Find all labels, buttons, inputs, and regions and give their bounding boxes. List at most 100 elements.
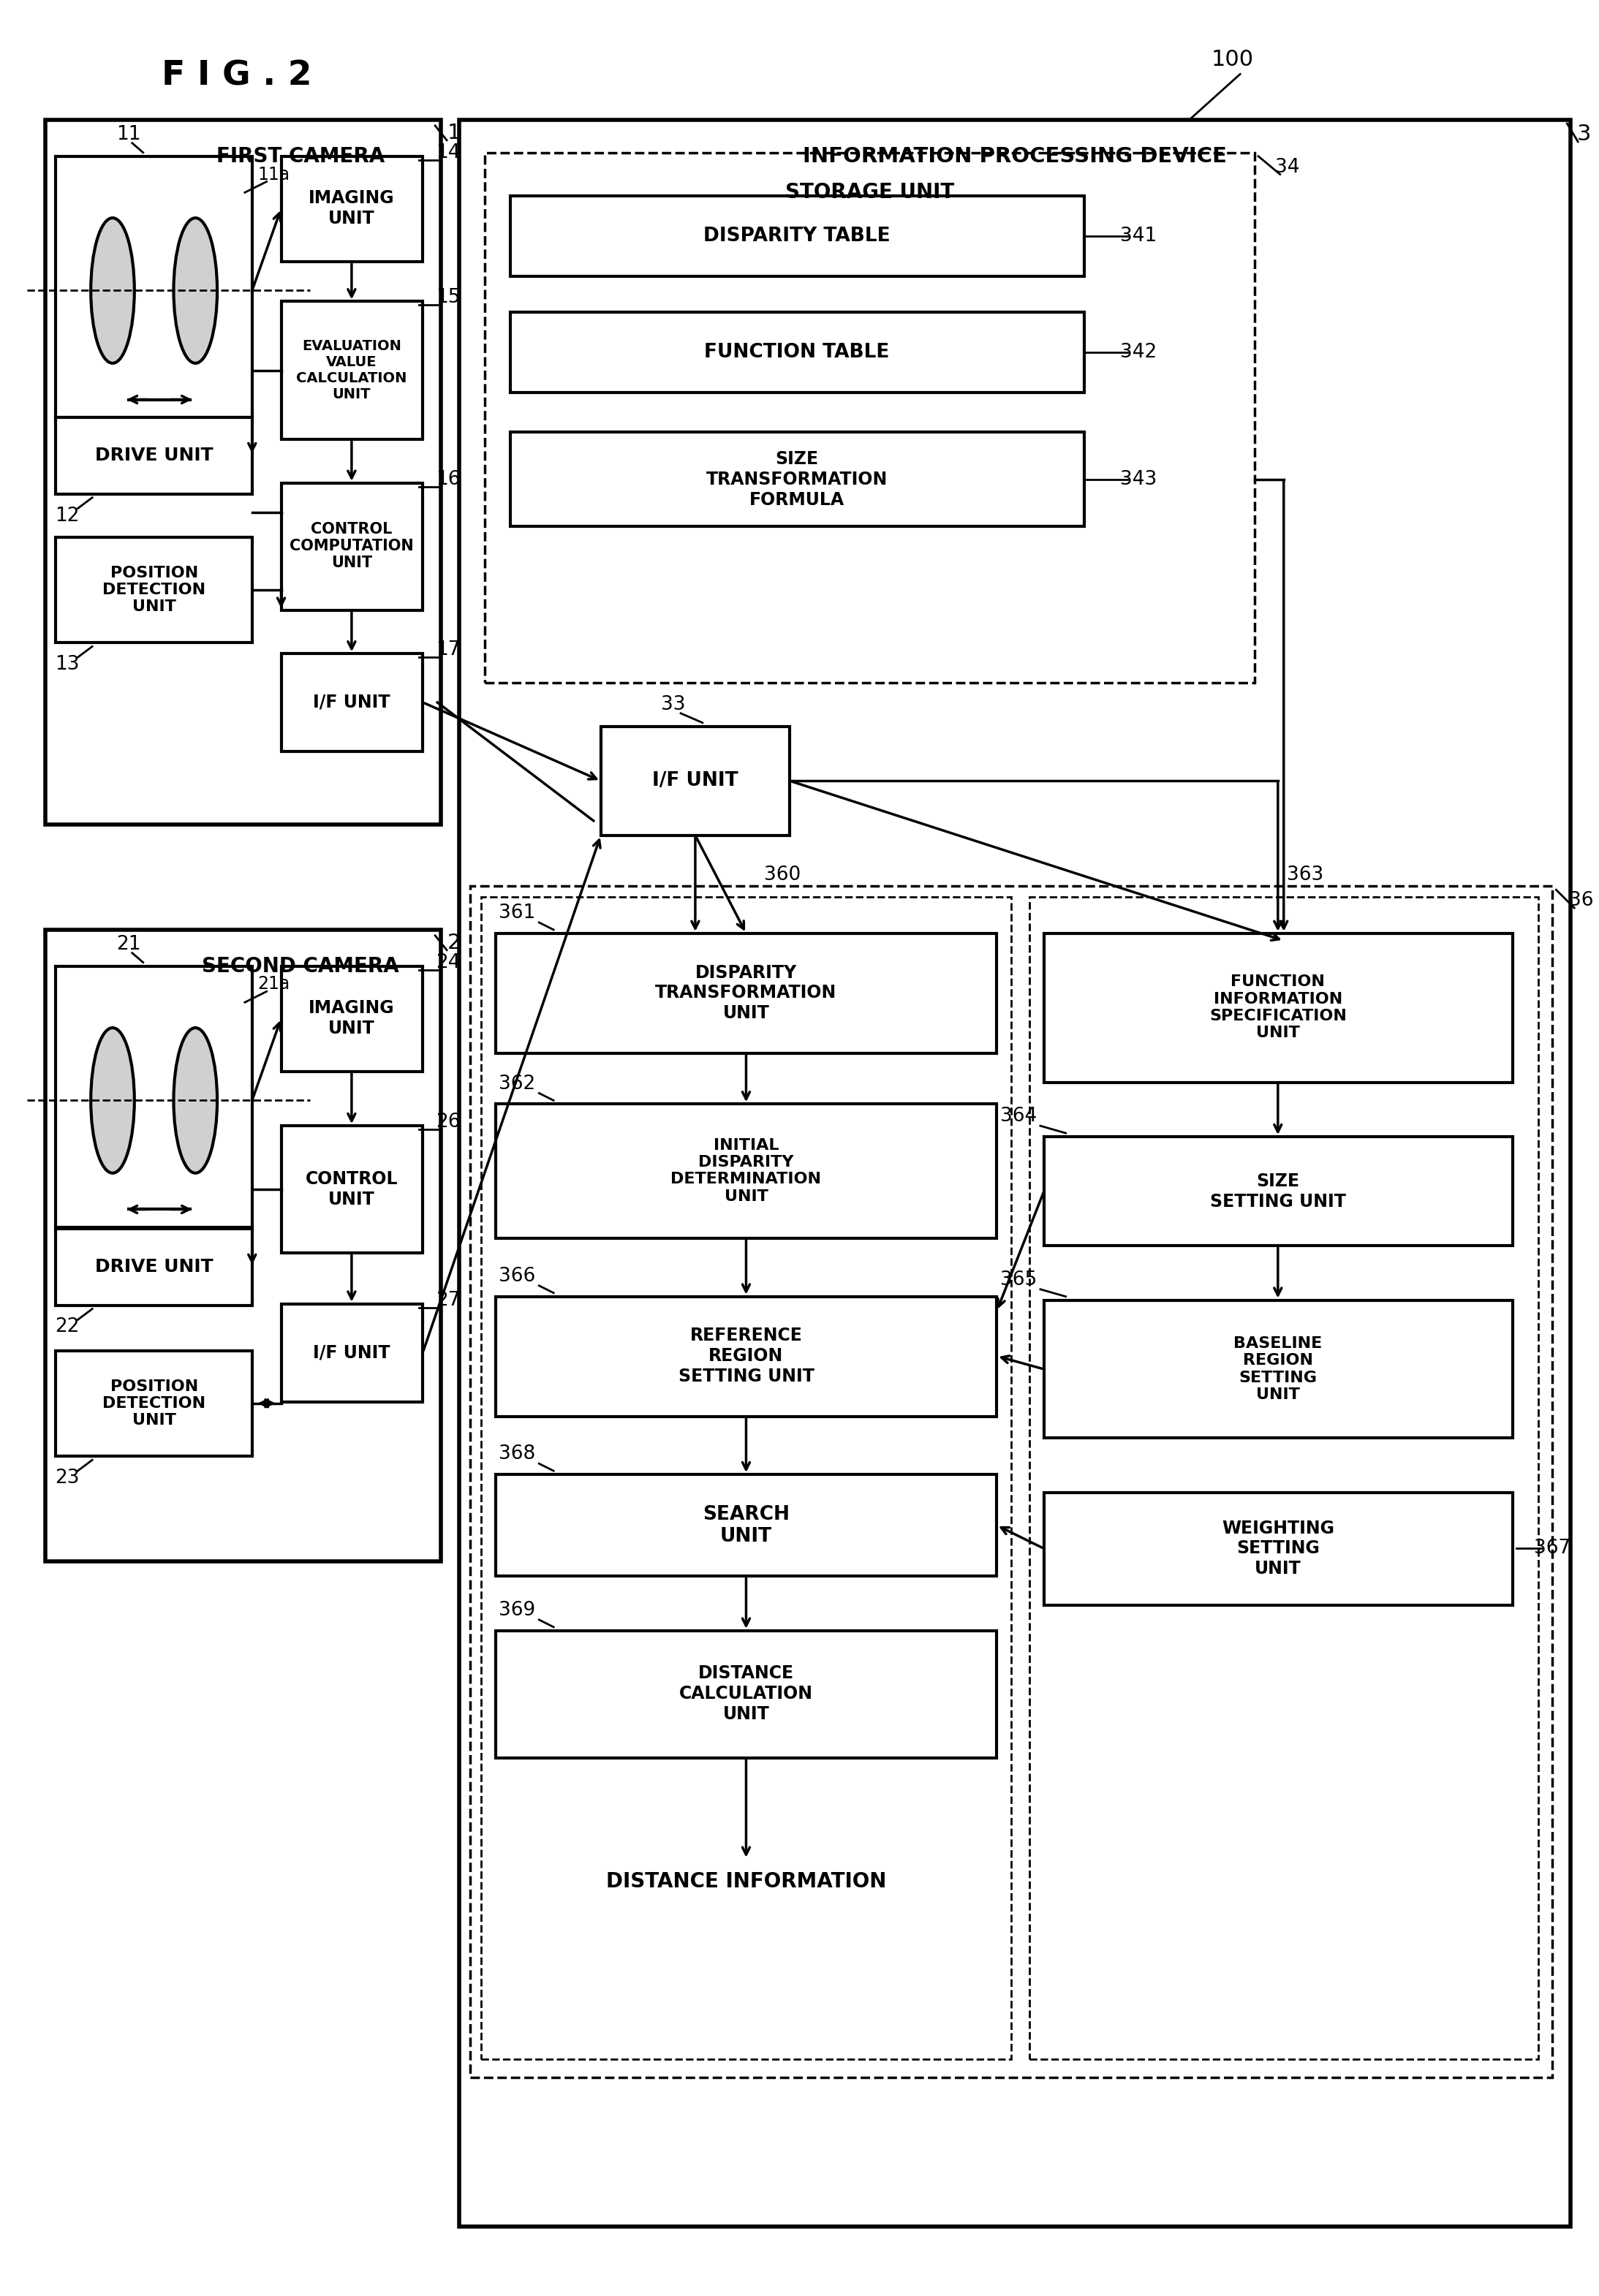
Bar (1044, 1137, 1513, 1247)
Bar (1044, 934, 1513, 1081)
Text: 2: 2 (448, 932, 461, 953)
Text: 36: 36 (1569, 891, 1594, 909)
Text: 23: 23 (54, 1469, 78, 1488)
Text: 11: 11 (117, 124, 141, 145)
Ellipse shape (91, 1029, 134, 1173)
Bar (281, 1125, 422, 1254)
Text: 341: 341 (1119, 227, 1156, 246)
Bar (45, 119, 441, 824)
Text: 366: 366 (499, 1267, 536, 1286)
Text: INITIAL
DISPARITY
DETERMINATION
UNIT: INITIAL DISPARITY DETERMINATION UNIT (672, 1139, 822, 1203)
Ellipse shape (174, 1029, 217, 1173)
Bar (510, 195, 1084, 276)
Bar (510, 432, 1084, 526)
Bar (459, 119, 1570, 2227)
Text: F I G . 2: F I G . 2 (161, 60, 312, 92)
Bar (281, 482, 422, 611)
Bar (1044, 1492, 1513, 1605)
Bar (45, 930, 441, 1561)
Text: SEARCH
UNIT: SEARCH UNIT (702, 1504, 790, 1545)
Bar (281, 654, 422, 751)
Text: 24: 24 (437, 953, 461, 971)
Text: 3: 3 (1577, 124, 1591, 145)
Bar (496, 1630, 996, 1759)
Text: DISPARITY
TRANSFORMATION
UNIT: DISPARITY TRANSFORMATION UNIT (656, 964, 836, 1022)
Text: I/F UNIT: I/F UNIT (313, 693, 390, 712)
Text: IMAGING
UNIT: IMAGING UNIT (309, 191, 395, 227)
Bar (484, 152, 1255, 682)
Text: 13: 13 (54, 654, 78, 675)
Text: BASELINE
REGION
SETTING
UNIT: BASELINE REGION SETTING UNIT (1233, 1336, 1322, 1403)
Text: FUNCTION
INFORMATION
SPECIFICATION
UNIT: FUNCTION INFORMATION SPECIFICATION UNIT (1209, 976, 1346, 1040)
Bar (281, 156, 422, 262)
Text: 364: 364 (999, 1107, 1036, 1125)
Text: DISTANCE
CALCULATION
UNIT: DISTANCE CALCULATION UNIT (680, 1665, 812, 1722)
Bar (56, 967, 253, 1228)
Bar (56, 418, 253, 494)
Text: SIZE
TRANSFORMATION
FORMULA: SIZE TRANSFORMATION FORMULA (707, 450, 887, 507)
Text: REFERENCE
REGION
SETTING UNIT: REFERENCE REGION SETTING UNIT (678, 1327, 814, 1384)
Bar (1030, 898, 1538, 2060)
Text: 16: 16 (437, 471, 461, 489)
Text: 15: 15 (437, 289, 461, 308)
Text: 33: 33 (662, 696, 686, 714)
Text: 342: 342 (1119, 342, 1156, 363)
Text: 363: 363 (1287, 866, 1324, 884)
Text: I/F UNIT: I/F UNIT (313, 1343, 390, 1362)
Text: DISPARITY TABLE: DISPARITY TABLE (704, 227, 891, 246)
Text: INFORMATION PROCESSING DEVICE: INFORMATION PROCESSING DEVICE (803, 147, 1226, 165)
Text: 368: 368 (499, 1444, 536, 1463)
Text: 360: 360 (764, 866, 801, 884)
Text: 34: 34 (1274, 158, 1300, 177)
Text: WEIGHTING
SETTING
UNIT: WEIGHTING SETTING UNIT (1222, 1520, 1334, 1577)
Bar (496, 934, 996, 1054)
Bar (56, 1228, 253, 1304)
Text: 361: 361 (499, 905, 536, 923)
Text: 367: 367 (1533, 1538, 1570, 1559)
Text: POSITION
DETECTION
UNIT: POSITION DETECTION UNIT (102, 1380, 206, 1428)
Text: 365: 365 (999, 1270, 1036, 1290)
Bar (496, 1474, 996, 1575)
Bar (56, 156, 253, 418)
Text: STORAGE UNIT: STORAGE UNIT (785, 181, 955, 202)
Text: EVALUATION
VALUE
CALCULATION
UNIT: EVALUATION VALUE CALCULATION UNIT (296, 340, 408, 402)
Text: SIZE
SETTING UNIT: SIZE SETTING UNIT (1210, 1173, 1346, 1210)
Bar (281, 967, 422, 1072)
Ellipse shape (91, 218, 134, 363)
Bar (510, 312, 1084, 393)
Bar (481, 898, 1011, 2060)
Text: 22: 22 (54, 1318, 78, 1336)
Text: FUNCTION TABLE: FUNCTION TABLE (704, 342, 889, 363)
Text: 100: 100 (1212, 48, 1254, 71)
Text: 11a: 11a (257, 165, 289, 184)
Bar (281, 301, 422, 439)
Bar (496, 1297, 996, 1417)
Text: DRIVE UNIT: DRIVE UNIT (94, 1258, 213, 1277)
Bar (470, 886, 1553, 2078)
Bar (56, 1350, 253, 1456)
Text: CONTROL
COMPUTATION
UNIT: CONTROL COMPUTATION UNIT (289, 521, 414, 569)
Text: I/F UNIT: I/F UNIT (652, 771, 739, 790)
Text: 1: 1 (448, 122, 461, 142)
Bar (56, 537, 253, 643)
Text: 21: 21 (117, 934, 141, 953)
Text: DRIVE UNIT: DRIVE UNIT (94, 448, 213, 464)
Bar (281, 1304, 422, 1403)
Text: 17: 17 (437, 641, 461, 659)
Text: CONTROL
UNIT: CONTROL UNIT (305, 1171, 398, 1208)
Bar (1044, 1300, 1513, 1437)
Text: POSITION
DETECTION
UNIT: POSITION DETECTION UNIT (102, 565, 206, 613)
Text: SECOND CAMERA: SECOND CAMERA (201, 955, 400, 976)
Text: 26: 26 (437, 1114, 461, 1132)
Text: 21a: 21a (257, 976, 289, 992)
Text: FIRST CAMERA: FIRST CAMERA (216, 147, 385, 165)
Text: IMAGING
UNIT: IMAGING UNIT (309, 999, 395, 1038)
Text: 27: 27 (437, 1290, 461, 1309)
Text: 362: 362 (499, 1075, 536, 1093)
Text: DISTANCE INFORMATION: DISTANCE INFORMATION (606, 1871, 886, 1892)
Text: 12: 12 (54, 505, 78, 526)
Text: 14: 14 (437, 142, 461, 163)
Text: 343: 343 (1119, 471, 1156, 489)
Bar (496, 1104, 996, 1238)
Text: 369: 369 (499, 1600, 536, 1619)
